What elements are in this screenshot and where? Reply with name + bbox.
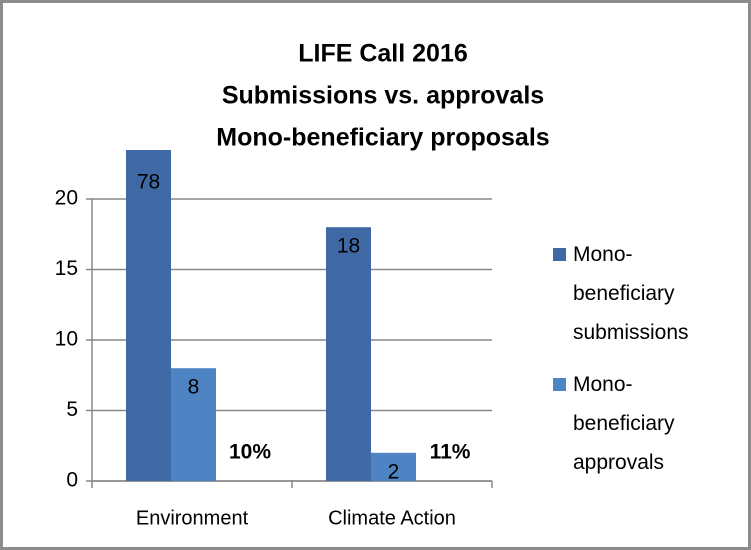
y-tick-label: 0 <box>66 469 78 492</box>
x-tick-label: Climate Action <box>328 507 456 529</box>
annotation: 11% <box>430 441 471 464</box>
legend-label: Mono-beneficiary approvals <box>573 373 675 474</box>
plot-area <box>126 150 416 482</box>
chart-title: Submissions vs. approvals <box>222 82 544 110</box>
chart-title: Mono-beneficiary proposals <box>216 124 549 152</box>
y-tick-label: 5 <box>66 398 78 421</box>
chart-title: LIFE Call 2016 <box>298 40 468 68</box>
y-tick-label: 10 <box>55 328 78 351</box>
annotation: 10% <box>229 441 271 464</box>
data-label: 2 <box>388 460 400 483</box>
bar <box>171 368 216 481</box>
y-tick-label: 20 <box>55 187 78 210</box>
y-tick-label: 15 <box>55 257 78 280</box>
bar <box>371 452 416 481</box>
data-label: 8 <box>188 376 200 399</box>
legend-label: Mono-beneficiary submissions <box>573 243 689 344</box>
x-tick-label: Environment <box>136 507 249 529</box>
data-label: 78 <box>137 171 160 194</box>
legend-swatch <box>553 248 566 261</box>
data-label: 18 <box>337 235 360 258</box>
bar <box>126 150 171 482</box>
bar <box>326 227 371 481</box>
legend-swatch <box>553 378 566 391</box>
